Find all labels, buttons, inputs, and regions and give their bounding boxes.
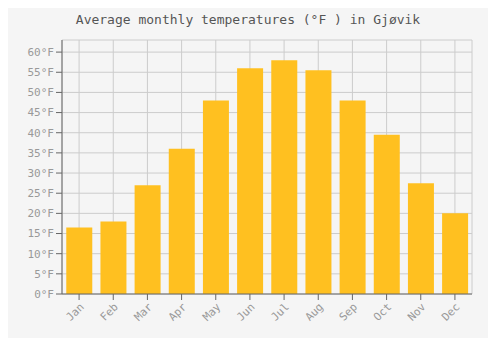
svg-text:Sep: Sep — [337, 300, 360, 323]
svg-text:45°F: 45°F — [28, 106, 55, 119]
svg-text:40°F: 40°F — [28, 127, 55, 140]
svg-text:Apr: Apr — [166, 300, 190, 324]
svg-text:60°F: 60°F — [28, 46, 55, 59]
svg-text:25°F: 25°F — [28, 187, 55, 200]
svg-text:0°F: 0°F — [34, 288, 54, 301]
svg-text:55°F: 55°F — [28, 66, 55, 79]
svg-text:Jul: Jul — [268, 300, 291, 323]
svg-text:10°F: 10°F — [28, 248, 55, 261]
html-text:Average monthly temperatures (: Average monthly temperatures (°F ) in Gj… — [75, 12, 421, 27]
svg-text:Feb: Feb — [98, 300, 121, 323]
svg-text:Jun: Jun — [234, 300, 257, 323]
svg-text:Nov: Nov — [405, 300, 429, 324]
svg-text:Aug: Aug — [303, 300, 326, 323]
svg-text:May: May — [200, 300, 224, 324]
svg-text:35°F: 35°F — [28, 147, 55, 160]
svg-text:15°F: 15°F — [28, 227, 55, 240]
svg-text:Mar: Mar — [132, 300, 156, 324]
svg-text:30°F: 30°F — [28, 167, 55, 180]
svg-text:Jan: Jan — [63, 300, 86, 323]
svg-text:Oct: Oct — [371, 300, 394, 323]
svg-text:20°F: 20°F — [28, 207, 55, 220]
svg-text:5°F: 5°F — [34, 268, 54, 281]
svg-text:50°F: 50°F — [28, 86, 55, 99]
svg-text:Dec: Dec — [439, 300, 462, 323]
